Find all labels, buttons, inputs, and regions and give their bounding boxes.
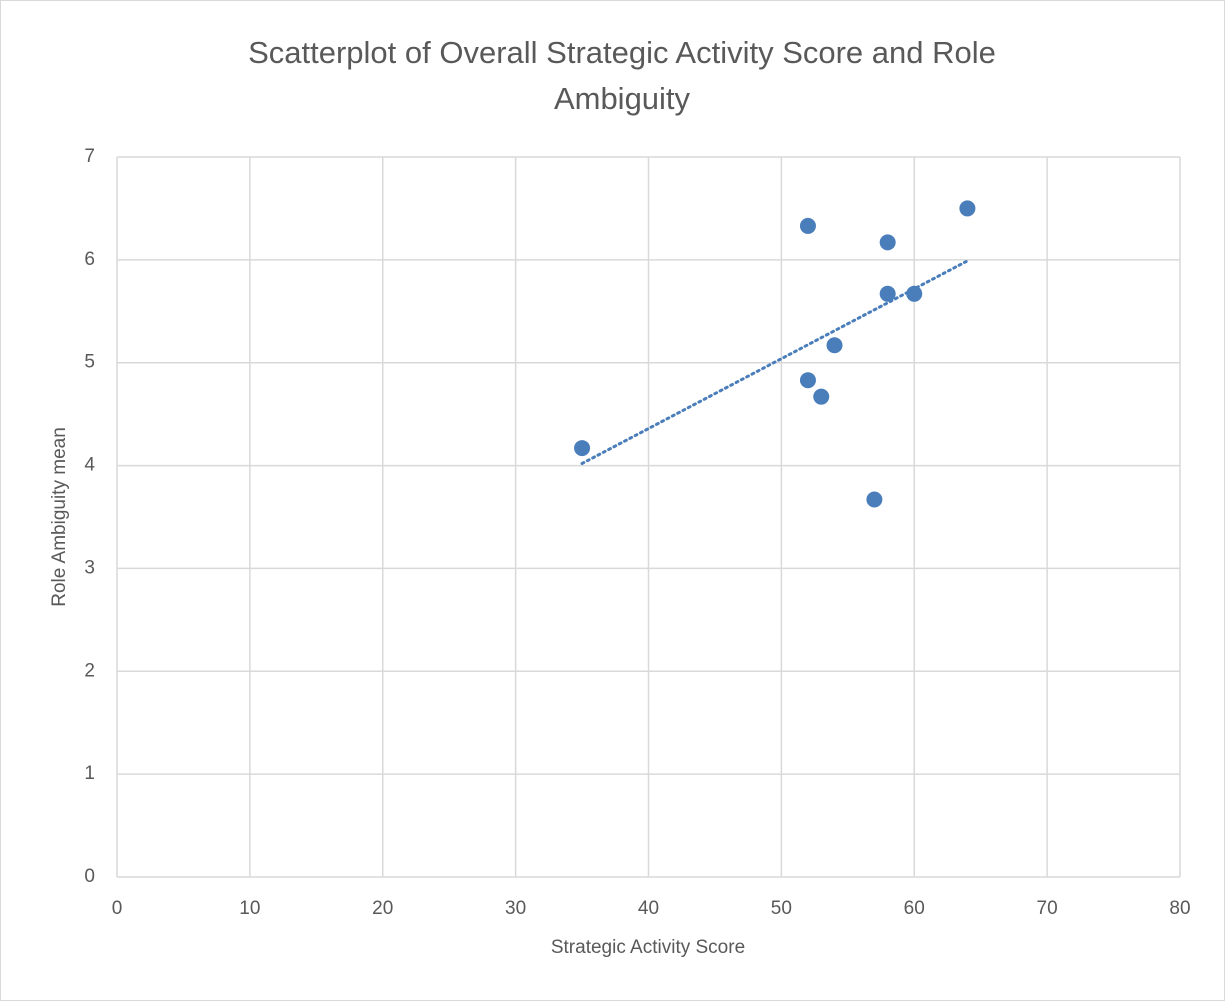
trendline xyxy=(580,259,969,466)
chart-title: Scatterplot of Overall Strategic Activit… xyxy=(248,35,996,116)
x-tick-label: 10 xyxy=(239,898,260,919)
y-tick-label: 3 xyxy=(84,557,95,578)
data-point xyxy=(826,337,843,354)
y-tick-label: 6 xyxy=(84,249,95,270)
data-point xyxy=(959,200,976,217)
x-tick-label: 20 xyxy=(372,898,393,919)
data-point xyxy=(799,372,816,389)
y-tick-label: 1 xyxy=(84,763,95,784)
x-tick-label: 40 xyxy=(638,898,659,919)
y-tick-label: 7 xyxy=(84,146,95,167)
y-tick-label: 0 xyxy=(84,866,95,887)
x-tick-label: 80 xyxy=(1169,898,1190,919)
data-point xyxy=(574,440,591,457)
x-tick-label: 30 xyxy=(505,898,526,919)
y-axis-label: Role Ambiguity mean xyxy=(49,427,70,607)
y-tick-label: 4 xyxy=(84,455,95,476)
data-point xyxy=(866,491,883,508)
x-tick-label: 60 xyxy=(904,898,925,919)
data-point xyxy=(879,285,896,302)
y-tick-label: 5 xyxy=(84,352,95,373)
data-point xyxy=(906,285,923,302)
x-tick-label: 0 xyxy=(112,898,123,919)
x-tick-label: 50 xyxy=(771,898,792,919)
data-point xyxy=(879,234,896,251)
x-axis-label: Strategic Activity Score xyxy=(551,937,745,958)
y-tick-label: 2 xyxy=(84,660,95,681)
x-tick-label: 70 xyxy=(1037,898,1058,919)
data-point xyxy=(799,217,816,234)
data-point xyxy=(813,388,830,405)
